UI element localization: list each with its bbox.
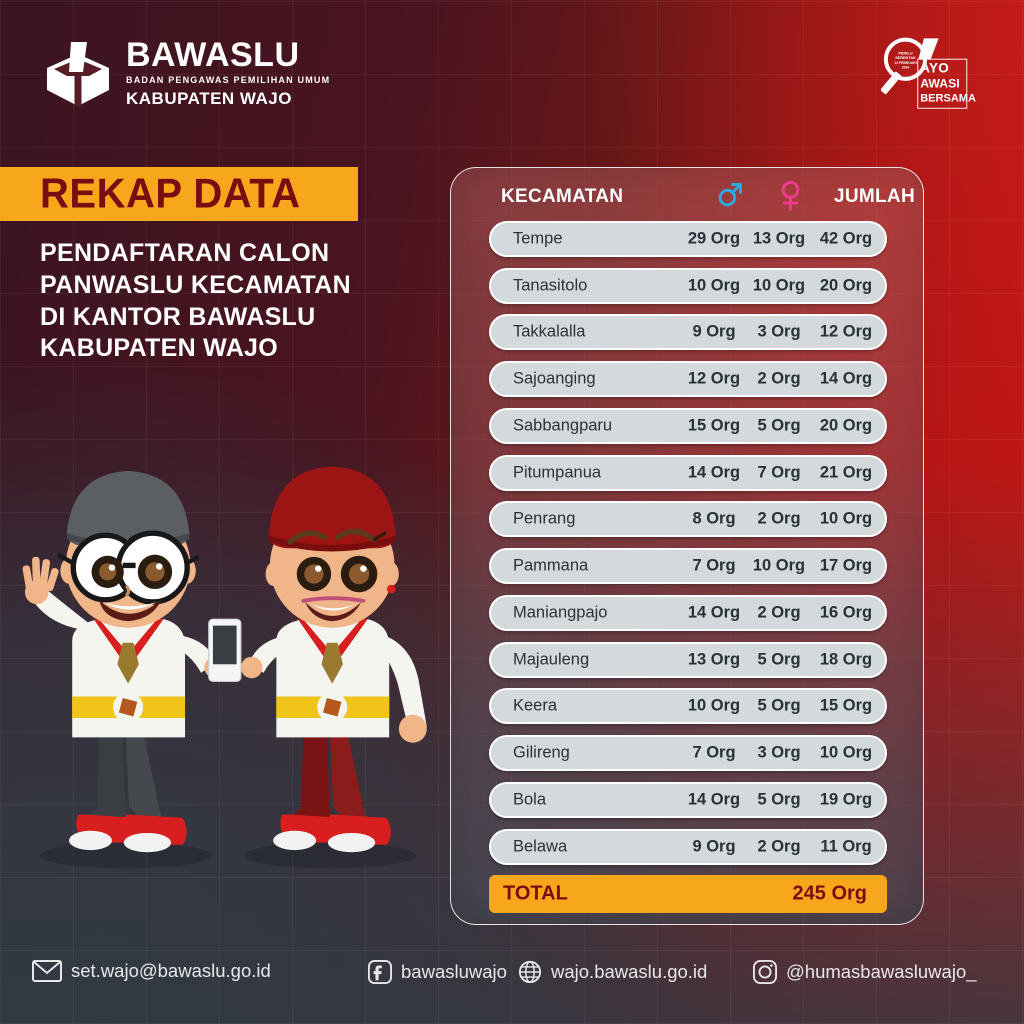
svg-text:PEMILU: PEMILU xyxy=(898,51,913,55)
svg-text:BERSAMA: BERSAMA xyxy=(920,93,976,105)
svg-text:AYO: AYO xyxy=(920,61,949,76)
svg-text:AWASI: AWASI xyxy=(920,76,959,90)
svg-text:2024: 2024 xyxy=(902,65,910,69)
svg-text:14 FEBRUARI: 14 FEBRUARI xyxy=(894,61,916,65)
svg-text:SERENTAK: SERENTAK xyxy=(895,56,916,60)
